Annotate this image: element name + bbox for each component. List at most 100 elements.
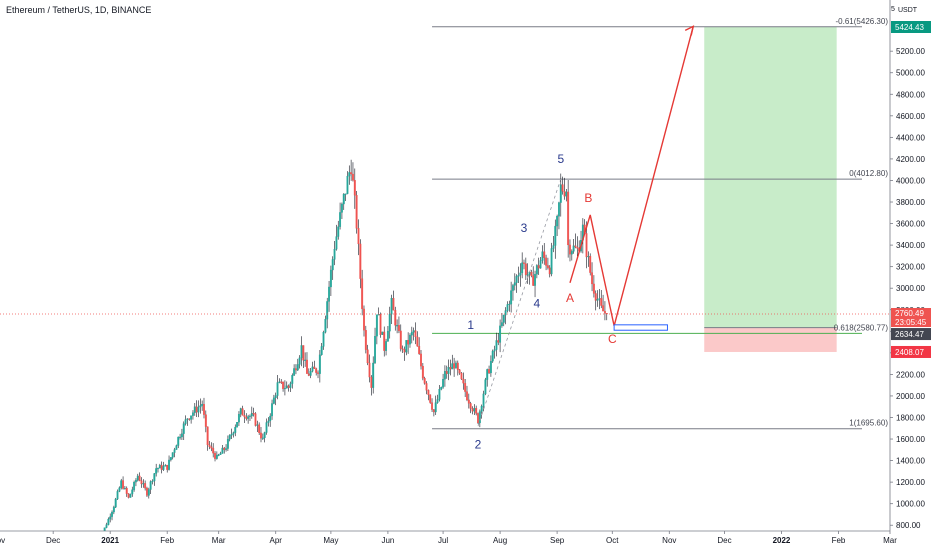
price-axis[interactable]: 800.00 1000.00 1200.00 1400.00 1600.00 1800.0… [889, 0, 932, 550]
fib-levels[interactable]: -0.61(5426.30) 0(4012.80) 0.618(2580.77) 1(… [432, 17, 889, 430]
candle-up [234, 426, 237, 433]
candle-up [173, 449, 176, 453]
candle-up [112, 507, 115, 513]
candle-down [576, 246, 579, 249]
candle-up [337, 226, 340, 237]
fib-label: 0.618(2580.77) [834, 323, 889, 332]
candle-up [136, 475, 139, 481]
candle-up [499, 325, 502, 343]
candle-down [294, 368, 297, 371]
candle-down [399, 330, 402, 349]
candle-down [160, 465, 163, 470]
candle-down [313, 366, 316, 369]
candle-down [416, 336, 419, 347]
price-tick-label: 800.00 [896, 521, 921, 530]
target-zone[interactable] [704, 27, 837, 328]
candle-down [523, 262, 525, 264]
candle-up [534, 274, 536, 286]
candle-up [331, 259, 334, 271]
candle-up [114, 498, 117, 508]
candle-down [357, 228, 360, 245]
last-price-label-bg [891, 308, 931, 328]
candle-up [326, 301, 329, 320]
candle-up [521, 262, 524, 274]
time-tick-label: May [323, 536, 338, 545]
candle-up [478, 411, 481, 424]
candle-down [353, 180, 356, 196]
price-tick-label: 3200.00 [896, 263, 925, 272]
candle-up [482, 393, 485, 407]
candle-up [116, 491, 119, 500]
time-tick-label: Jul [438, 536, 448, 545]
candle-up [438, 389, 441, 400]
candle-down [567, 191, 570, 246]
candle-up [120, 480, 123, 488]
candle-up [300, 345, 303, 359]
candle-up [335, 236, 338, 250]
candle-up [436, 399, 439, 403]
candle-down [214, 453, 216, 459]
price-tick-label: 3600.00 [896, 220, 925, 229]
wave-label: 4 [534, 297, 541, 311]
candle-down [423, 377, 426, 384]
time-tick-label: Apr [269, 536, 282, 545]
candle-down [138, 475, 141, 481]
candle-up [502, 314, 505, 323]
candle-down [315, 368, 318, 373]
candle-down [594, 293, 597, 301]
candle-down [532, 275, 535, 286]
candle-up [554, 225, 557, 246]
candle-up [572, 245, 575, 252]
time-axis[interactable]: Nov Dec 2021 Feb Mar Apr May Jun Jul Aug Sep Oct Nov… [0, 530, 897, 550]
candle-up [557, 202, 560, 217]
candle-up [346, 175, 349, 194]
candle-up [151, 480, 154, 482]
candle-down [475, 407, 478, 414]
candle-down [464, 383, 467, 392]
stop-zone[interactable] [704, 327, 837, 352]
candle-up [118, 487, 121, 492]
candle-up [274, 395, 277, 399]
wave-drawings[interactable]: 1 2 3 4 5 A B C [0, 25, 890, 452]
candle-up [169, 457, 172, 461]
candle-down [144, 483, 147, 489]
candle-down [497, 340, 500, 343]
price-tick-label: 4600.00 [896, 112, 925, 121]
candle-up [230, 434, 233, 436]
price-tick-label: 5200.00 [896, 47, 925, 56]
price-tick-label: 4400.00 [896, 133, 925, 142]
wave-trendline[interactable] [477, 178, 562, 427]
candle-up [278, 381, 281, 383]
candle-up [410, 332, 413, 336]
candle-up [147, 489, 150, 496]
candle-down [488, 369, 491, 374]
target-price-label: 5424.43 [895, 23, 924, 32]
candle-up [519, 272, 522, 276]
candle-up [134, 480, 137, 483]
projection-path[interactable] [569, 26, 694, 327]
entry-box[interactable] [613, 324, 668, 331]
candle-up [526, 274, 529, 276]
candle-up [226, 439, 229, 449]
candle-up [155, 468, 158, 474]
candle-up [322, 332, 325, 347]
candle-up [559, 184, 562, 203]
candle-up [162, 466, 165, 470]
candle-down [591, 272, 594, 285]
wave-label: 2 [475, 438, 482, 452]
candle-up [285, 385, 288, 389]
price-axis-background [890, 0, 932, 550]
target-price-label-bg [891, 21, 931, 33]
candle-down [364, 330, 367, 350]
candle-down [258, 424, 261, 434]
candle-down [280, 381, 283, 383]
candle-down [458, 369, 461, 374]
candle-down [204, 414, 207, 427]
candle-down [363, 308, 365, 331]
position-zones[interactable] [704, 27, 837, 352]
candle-up [506, 304, 509, 311]
candle-up [221, 447, 224, 454]
candle-down [355, 195, 358, 229]
